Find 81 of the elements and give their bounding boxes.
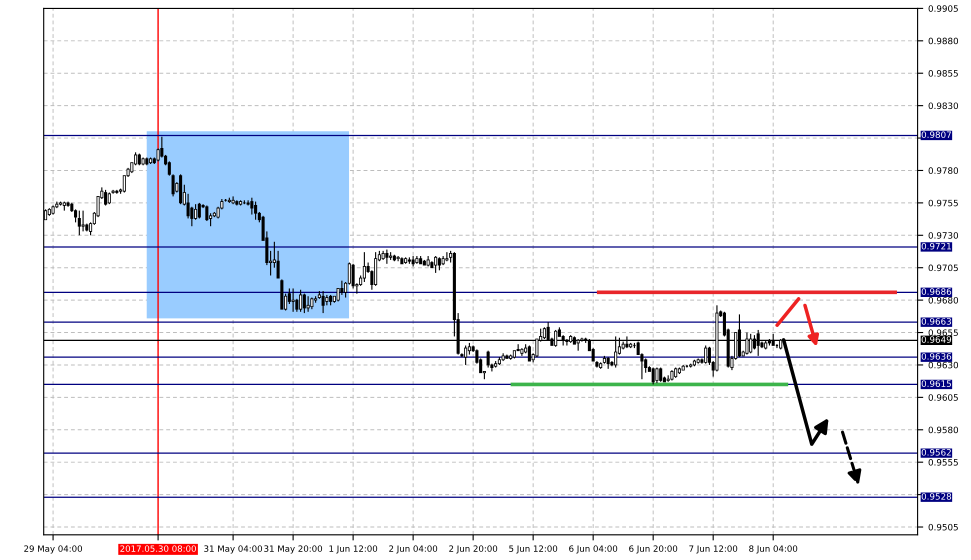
ref-line-label: 0.9615 — [922, 380, 951, 387]
ref-line-label: 0.9649 — [922, 336, 952, 343]
candlestick — [104, 189, 108, 206]
candlestick — [362, 252, 366, 283]
ref-line-label: 0.9686 — [922, 288, 952, 295]
candlestick — [655, 366, 658, 384]
y-tick-label: 0.9555 — [928, 459, 958, 466]
y-tick-label: 0.9605 — [928, 394, 958, 401]
y-tick-label: 0.9855 — [928, 70, 958, 77]
candlestick — [138, 153, 141, 166]
candlestick — [659, 366, 662, 382]
candlestick — [434, 255, 438, 274]
x-tick-label: 29 May 04:00 — [24, 545, 82, 554]
x-tick-label: 6 Jun 20:00 — [629, 545, 678, 554]
ref-line-label: 0.9663 — [922, 318, 952, 325]
y-tick-label: 0.9505 — [928, 524, 958, 530]
candlestick — [62, 201, 66, 212]
candlestick — [445, 252, 448, 262]
candlestick — [438, 256, 441, 271]
candlestick — [674, 366, 678, 378]
candlestick — [108, 192, 111, 205]
candlestick — [292, 288, 295, 312]
x-tick-label: 31 May 20:00 — [264, 545, 322, 554]
ref-line-label: 0.9807 — [922, 131, 951, 138]
x-tick-label: 2017.05.30 08:00 — [120, 545, 196, 552]
ref-line-label: 0.9721 — [922, 242, 951, 250]
y-tick-label: 0.9755 — [928, 200, 958, 206]
x-tick-label: 6 Jun 04:00 — [569, 545, 618, 554]
candlestick — [299, 289, 302, 312]
y-tick-label: 0.9630 — [928, 362, 958, 368]
candlestick — [205, 204, 208, 222]
candlestick — [385, 249, 388, 264]
y-tick-label: 0.9655 — [928, 329, 958, 336]
ref-line-label: 0.9528 — [922, 493, 952, 500]
y-tick-label: 0.9780 — [928, 167, 958, 174]
candlestick — [336, 288, 340, 302]
candlestick — [190, 206, 194, 227]
candlestick — [606, 356, 610, 370]
y-tick-label: 0.9705 — [928, 264, 958, 272]
x-tick-label: 31 May 04:00 — [204, 545, 262, 554]
y-tick-label: 0.9680 — [928, 296, 958, 304]
y-tick-label: 0.9580 — [928, 426, 958, 434]
candlestick — [198, 202, 201, 219]
candlestick — [442, 255, 445, 266]
candlestick — [382, 250, 385, 260]
x-tick-label: 7 Jun 12:00 — [689, 545, 738, 554]
candlestick — [652, 366, 655, 385]
candlestick — [52, 204, 55, 216]
candlestick — [486, 350, 490, 368]
candlestick — [194, 204, 198, 220]
candlestick — [310, 296, 314, 310]
candlestick — [670, 370, 674, 382]
candlestick — [254, 201, 258, 220]
candlestick — [78, 210, 81, 236]
x-tick-label: 2 Jun 04:00 — [389, 545, 438, 554]
y-tick-label: 0.9880 — [928, 38, 958, 44]
ref-line-label: 0.9636 — [922, 353, 952, 360]
candlestick — [295, 298, 298, 312]
candlestick — [412, 255, 415, 267]
candlestick — [306, 296, 310, 312]
ref-line-label: 0.9562 — [922, 449, 951, 456]
candlestick — [528, 344, 531, 362]
x-tick-label: 1 Jun 12:00 — [329, 545, 378, 554]
candlestick — [464, 344, 468, 366]
x-tick-label: 2 Jun 20:00 — [449, 545, 498, 554]
candlestick — [302, 293, 306, 314]
y-tick-label: 0.9830 — [928, 102, 958, 110]
y-tick-label: 0.9905 — [928, 5, 958, 12]
candlestick — [325, 294, 328, 306]
candlestick — [82, 210, 85, 232]
candlestick — [329, 294, 332, 306]
candlestick — [352, 263, 355, 290]
candlestick — [322, 290, 325, 314]
candlestick — [250, 197, 254, 216]
candlestick — [468, 342, 471, 356]
x-tick-label: 8 Jun 04:00 — [749, 545, 798, 554]
x-tick-label: 5 Jun 12:00 — [509, 545, 558, 554]
candlestick — [704, 344, 708, 364]
y-tick-label: 0.9730 — [928, 232, 958, 239]
candlestick — [426, 255, 430, 267]
candlestick — [156, 148, 160, 162]
